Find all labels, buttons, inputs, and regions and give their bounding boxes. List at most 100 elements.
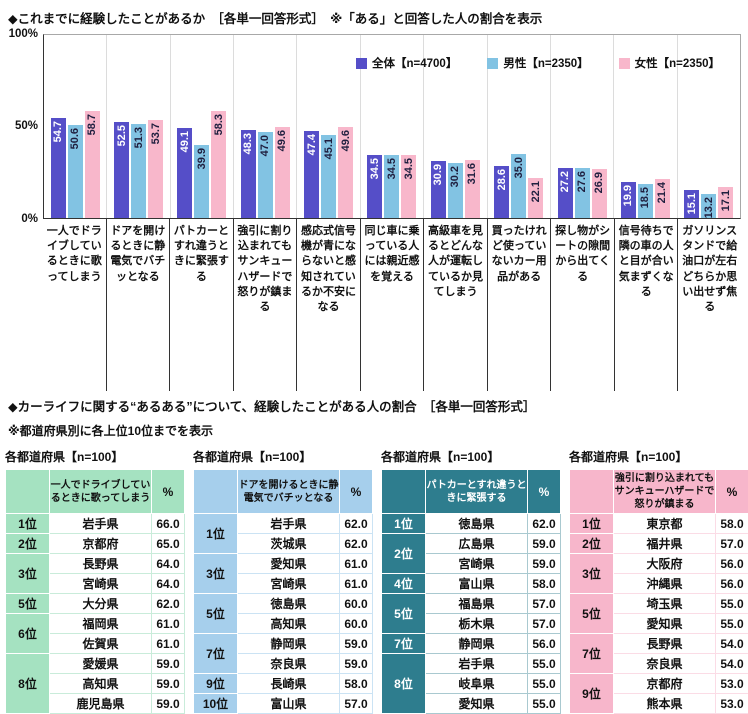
category-label: 買ったけれど使っていないカー用品がある [488,219,552,391]
bar-value-label: 58.3 [212,114,225,136]
percent-cell: 54.0 [715,653,748,674]
table-n-label: 各都道府県【n=100】 [381,450,500,464]
category-label: ガソリンスタンドで給油口が左右どちらか思い出せず焦る [682,225,738,313]
table-row: 宮崎県 59.0 [382,553,561,574]
table-row: 9位 京都府 53.0 [569,673,748,714]
prefecture-cell: 宮崎県 [425,553,528,574]
rank-cell: 9位 [569,673,614,714]
table-row: 2位 福井県 57.0 [569,533,748,554]
prefecture-cell: 埼玉県 [613,593,716,614]
y-tick-label: 0% [21,213,38,225]
prefecture-cell: 栃木県 [425,613,528,634]
table-row: 4位 富山県 58.0 [381,573,561,594]
table-n-label: 各都道府県【n=100】 [569,450,688,464]
table-row: 2位 京都府 65.0 [5,533,185,554]
bar: 34.5 [384,154,400,218]
prefecture-cell: 広島県 [425,533,528,554]
prefecture-cell: 愛知県 [237,553,340,574]
table-title-cell: 強引に割り込まれてもサンキューハザードで怒りが鎮まる [613,469,716,514]
bar-value-label: 49.6 [276,130,289,152]
bar-value-label: 49.1 [178,131,191,153]
legend-swatch-icon [487,57,499,69]
category-label: 高級車を見るとどんな人が運転しているか見てしまう [424,219,488,391]
bar-value-label: 30.2 [449,165,462,188]
bar: 34.5 [401,154,417,218]
table-title-cell: パトカーとすれ違うときに緊張する [425,469,528,514]
table-row: 宮崎県 64.0 [6,573,185,594]
table-row: 宮崎県 61.0 [194,573,373,594]
category-label: 一人でドライブしているときに歌ってしまう [43,219,107,391]
bar-value-label: 47.0 [259,135,272,157]
percent-cell: 65.0 [151,533,185,554]
rank-cell: 7位 [569,633,614,674]
percent-cell: 55.0 [715,593,748,614]
prefecture-cell: 沖縄県 [613,573,716,594]
rank-cell: 2位 [381,533,426,574]
bar-group: 34.5 34.5 34.5 [361,35,425,218]
prefecture-cell: 宮崎県 [49,573,152,594]
percent-cell: 62.0 [339,513,373,534]
table-row: 5位 徳島県 60.0 [193,593,373,634]
table-row: 1位 徳島県 62.0 [381,513,561,534]
percent-cell: 59.0 [339,633,373,654]
ranking-table: ドアを開けるときに静電気でバチッとなる% 1位 岩手県 62.0 茨城県 62.0 3位 愛知… [193,469,373,714]
section-note: ※都道府県別に各上位10位までを表示 [8,424,214,438]
bar-value-label: 39.9 [195,147,208,170]
bar: 53.7 [148,119,164,218]
table-row: 6位 福岡県 61.0 [5,613,185,654]
rank-cell: 8位 [381,653,426,714]
bar: 34.5 [367,154,383,218]
bar-value-label: 50.6 [69,128,82,150]
rank-cell: 5位 [381,593,426,634]
bar-chart: 100% 50% 0% 54.7 50.6 58.7 52.5 51.3 53.7 49.1… [0,28,748,225]
ranking-table: 一人でドライブしているときに歌ってしまう% 1位 岩手県 66.0 2位 京都府 65.0 3… [5,469,185,714]
prefecture-cell: 徳島県 [237,593,340,614]
percent-cell: 55.0 [715,613,748,634]
table-row: 1位 東京都 58.0 [569,513,748,534]
prefecture-cell: 長野県 [49,553,152,574]
prefecture-cell: 茨城県 [237,533,340,554]
prefecture-cell: 福井県 [613,533,716,554]
prefecture-cell: 愛媛県 [49,653,152,674]
legend-label: 全体【n=4700】 [372,58,458,70]
rank-cell: 5位 [5,593,50,614]
bar: 49.6 [274,127,290,218]
bar: 35.0 [511,153,527,218]
bar: 47.0 [257,132,273,218]
bar-group: 27.2 27.6 26.9 [551,35,615,218]
bar: 39.9 [194,144,210,218]
table-row: 奈良県 59.0 [194,653,373,674]
rank-cell: 3位 [5,553,50,594]
y-axis: 100% 50% 0% [0,28,43,225]
percent-cell: 64.0 [151,573,185,594]
percent-cell: 59.0 [151,653,185,674]
table-n-label: 各都道府県【n=100】 [193,450,312,464]
table-row: 8位 岩手県 55.0 [381,653,561,714]
prefecture-cell: 富山県 [425,573,528,594]
bar: 52.5 [114,121,130,218]
bar-value-label: 13.2 [702,196,715,219]
prefecture-cell: 岐阜県 [425,673,528,694]
bar-value-label: 30.9 [432,164,445,186]
bar-value-label: 31.6 [466,163,479,185]
table-row: 沖縄県 56.0 [570,573,748,594]
table-row: 高知県 60.0 [194,613,373,634]
percent-cell: 55.0 [527,693,561,714]
percent-cell: 60.0 [339,593,373,614]
bar: 51.3 [131,124,147,218]
category-label: 同じ車に乗っている人には親近感を覚える [361,219,425,391]
percent-header-cell: % [151,469,185,514]
percent-cell: 62.0 [339,533,373,554]
percent-cell: 59.0 [527,553,561,574]
category-label: ドアを開けるときに静電気でバチッとなる [107,219,171,391]
bar-value-label: 34.5 [385,157,398,180]
table-n-label: 各都道府県【n=100】 [5,450,124,464]
percent-header-cell: % [527,469,561,514]
prefecture-cell: 岩手県 [49,513,152,534]
percent-cell: 58.0 [715,513,748,534]
rank-cell: 2位 [5,533,50,554]
prefecture-cell: 佐賀県 [49,633,152,654]
y-tick-label: 100% [8,28,38,40]
table-row: 7位 静岡県 59.0 [193,633,373,674]
rank-cell: 2位 [569,533,614,554]
